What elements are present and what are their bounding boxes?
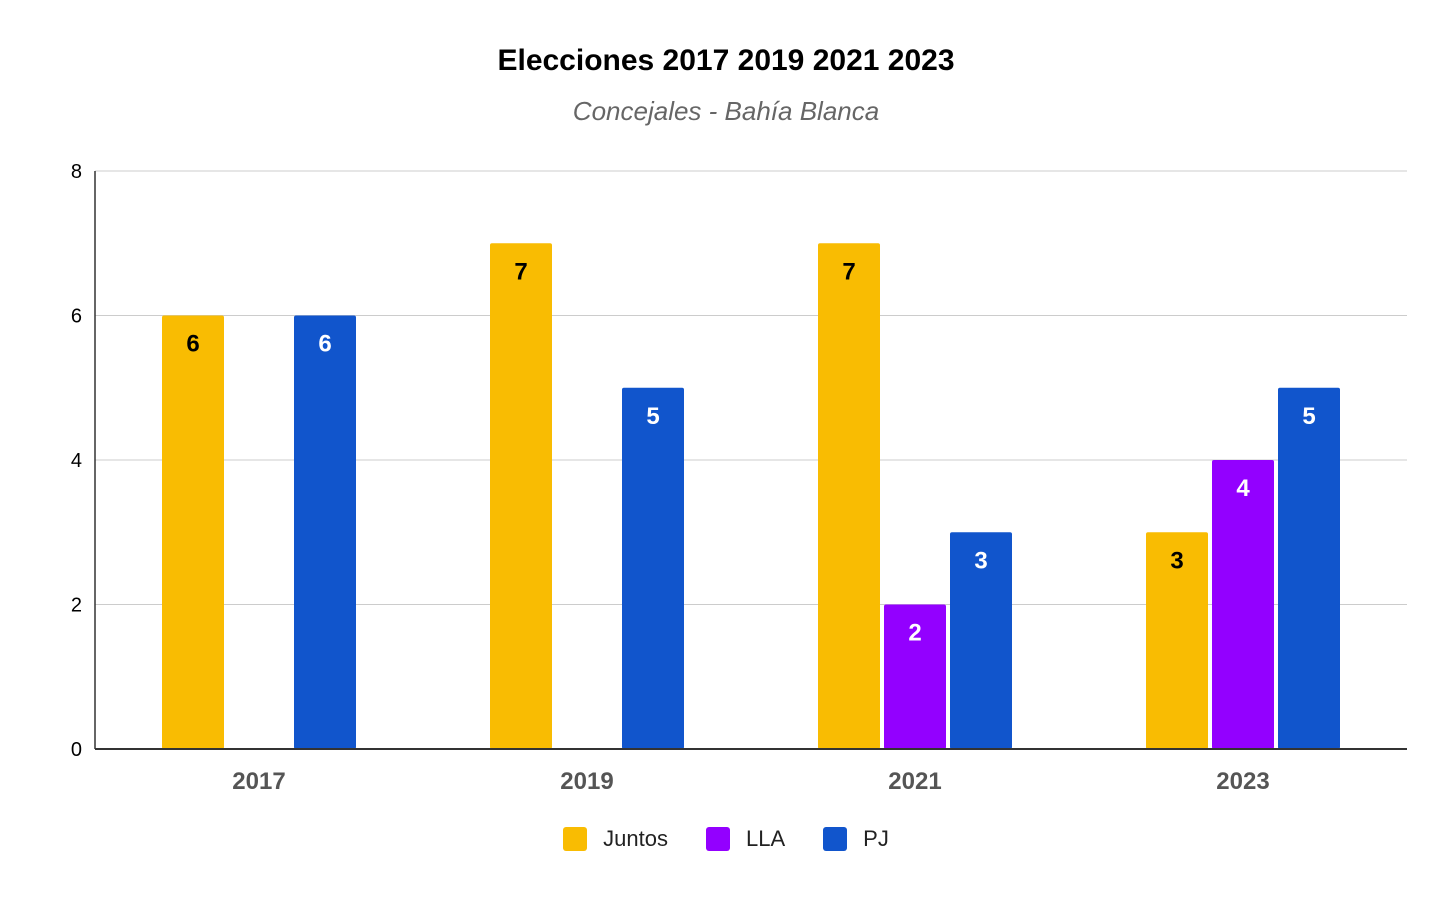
data-label: 2	[908, 620, 921, 647]
data-label: 4	[1236, 475, 1250, 502]
legend-label: LLA	[745, 826, 786, 851]
axes: 0 2 4 6 8 2017 2019 2021 2023	[71, 161, 1407, 795]
legend-swatch	[563, 827, 588, 851]
bar-pj-2019	[622, 387, 684, 749]
y-tick-label: 4	[71, 450, 82, 472]
y-tick-label: 0	[71, 739, 82, 761]
bar-juntos-2017	[162, 315, 224, 749]
x-tick-label: 2021	[888, 768, 941, 795]
x-tick-label: 2017	[232, 768, 285, 795]
data-label: 6	[186, 331, 199, 358]
bar-juntos-2021	[818, 243, 880, 749]
bars: 6 6 7 5 7 2 3 3 4 5	[162, 243, 1340, 749]
legend-label: Juntos	[603, 826, 668, 851]
gridlines	[95, 170, 1407, 605]
data-label: 7	[842, 258, 855, 285]
legend-swatch	[823, 827, 848, 851]
x-tick-label: 2023	[1216, 768, 1269, 795]
data-label: 5	[646, 403, 659, 430]
bar-juntos-2019	[490, 243, 552, 749]
legend-swatch	[705, 827, 730, 851]
bar-juntos-2023	[1146, 532, 1208, 749]
bar-lla-2021	[884, 604, 946, 749]
data-label: 6	[318, 331, 331, 358]
data-label: 3	[974, 547, 987, 574]
legend-item-pj[interactable]: PJ	[823, 826, 889, 852]
chart-subtitle: Concejales - Bahía Blanca	[572, 96, 880, 126]
data-label: 3	[1170, 547, 1183, 574]
bar-pj-2021	[950, 532, 1012, 749]
legend: Juntos LLA PJ	[0, 824, 1452, 854]
bar-lla-2023	[1212, 460, 1274, 749]
data-label: 7	[514, 258, 527, 285]
x-tick-label: 2019	[560, 768, 613, 795]
y-tick-label: 8	[71, 161, 82, 183]
bar-pj-2017	[294, 315, 356, 749]
chart-title: Elecciones 2017 2019 2021 2023	[497, 44, 955, 77]
bar-pj-2023	[1278, 387, 1340, 749]
data-label: 5	[1302, 403, 1315, 430]
legend-item-lla[interactable]: LLA	[705, 826, 786, 852]
y-tick-label: 6	[71, 306, 82, 328]
legend-label: PJ	[863, 826, 889, 851]
legend-item-juntos[interactable]: Juntos	[563, 826, 668, 852]
y-tick-label: 2	[71, 595, 82, 617]
